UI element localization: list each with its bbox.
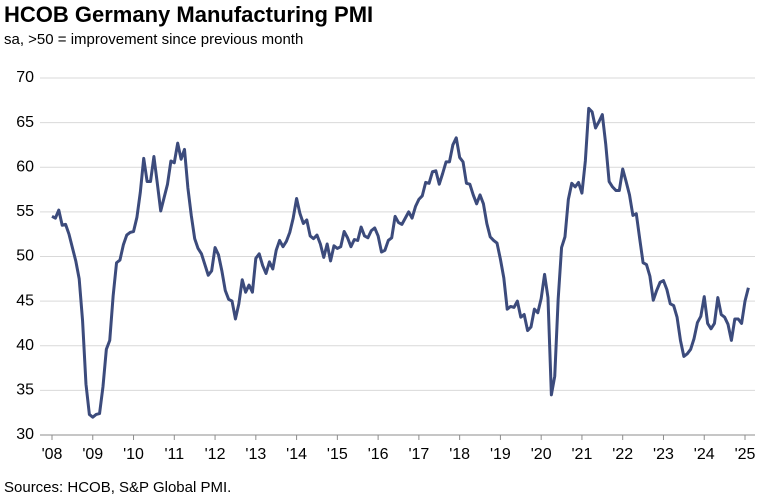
x-tick-label: '20: [531, 446, 552, 463]
x-tick-label: '14: [286, 446, 307, 463]
x-tick-label: '18: [449, 446, 470, 463]
x-tick-label: '11: [164, 446, 184, 463]
chart-title: HCOB Germany Manufacturing PMI: [4, 2, 373, 27]
y-tick-label: 50: [16, 248, 34, 265]
x-tick-label: '21: [572, 446, 593, 463]
x-tick-label: '13: [245, 446, 266, 463]
x-tick-label: '25: [735, 446, 756, 463]
y-tick-label: 55: [16, 203, 34, 220]
x-tick-label: '10: [123, 446, 144, 463]
y-tick-label: 45: [16, 292, 34, 309]
x-tick-label: '24: [694, 446, 715, 463]
x-tick-label: '16: [368, 446, 389, 463]
y-tick-label: 60: [16, 158, 34, 175]
y-tick-label: 40: [16, 337, 34, 354]
source-note: Sources: HCOB, S&P Global PMI.: [4, 479, 231, 496]
y-tick-label: 35: [16, 382, 34, 399]
y-tick-label: 65: [16, 114, 34, 131]
y-tick-label: 70: [16, 69, 34, 86]
y-tick-label: 30: [16, 426, 34, 443]
x-tick-label: '08: [42, 446, 63, 463]
chart-subtitle: sa, >50 = improvement since previous mon…: [4, 31, 303, 48]
x-tick-label: '12: [205, 446, 226, 463]
x-tick-label: '22: [612, 446, 633, 463]
x-tick-label: '23: [653, 446, 674, 463]
x-tick-label: '17: [408, 446, 429, 463]
x-tick-label: '09: [82, 446, 103, 463]
pmi-line: [51, 106, 750, 419]
x-tick-label: '19: [490, 446, 511, 463]
x-tick-label: '15: [327, 446, 348, 463]
